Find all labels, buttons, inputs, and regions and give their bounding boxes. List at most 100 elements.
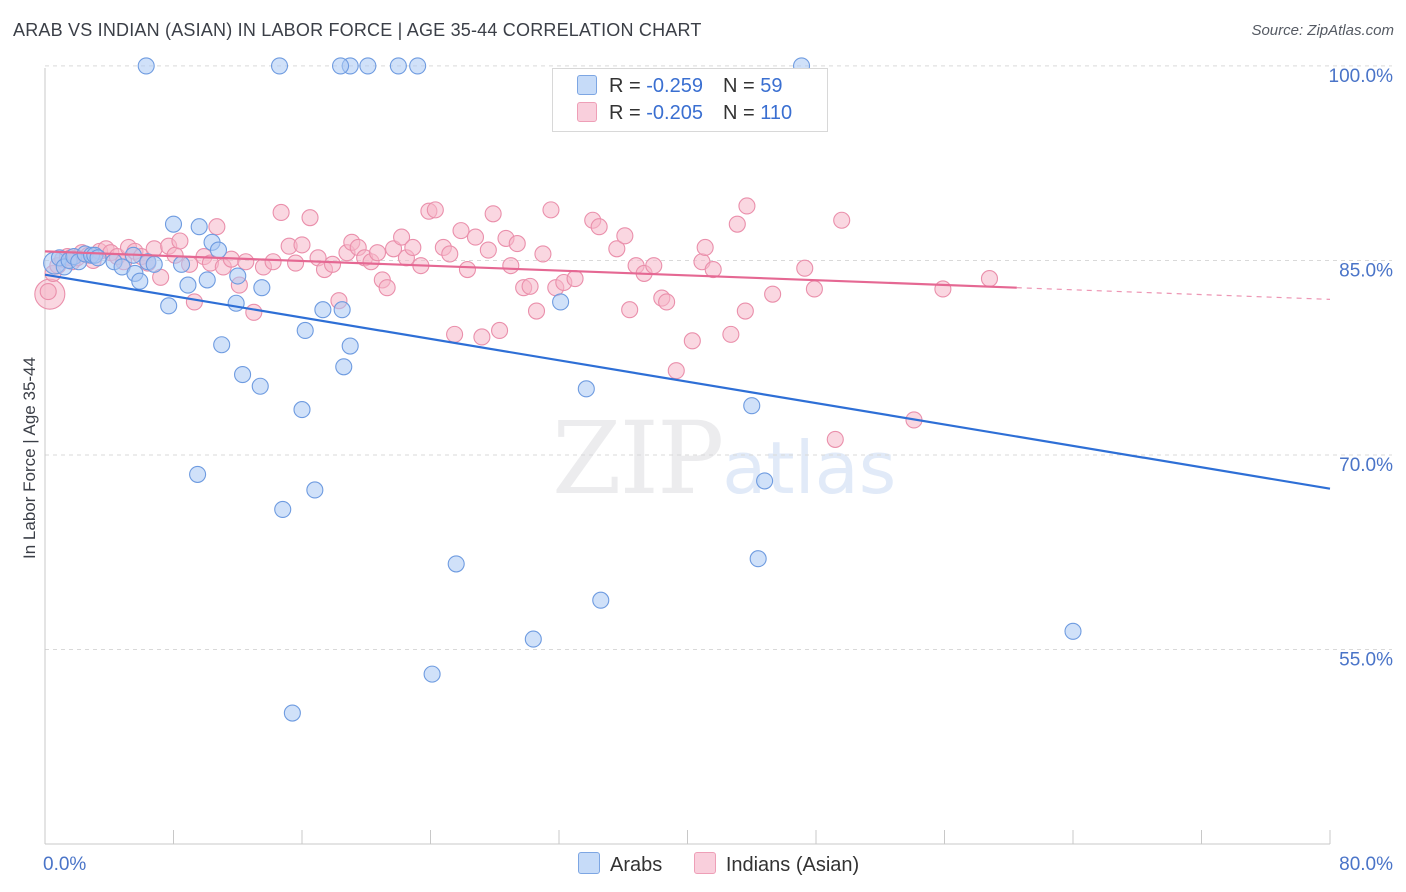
indians-point [826,430,844,448]
indians-point [491,321,509,340]
indians-trend-extension [1016,287,1331,300]
indians-point [426,201,444,219]
indians-point [683,332,701,350]
legend-item-indians[interactable]: Indians (Asian) [693,852,860,877]
arabs-point [409,57,427,75]
indians-point [458,260,476,279]
axes [44,68,1331,845]
arabs-point [190,218,208,236]
arabs-points [43,57,1082,722]
indians-point [479,241,497,259]
indians-point [590,218,608,236]
arabs-point [314,301,332,319]
arabs-point [189,465,207,483]
indians-point [502,257,520,275]
arabs-point [331,57,350,75]
indians-point [722,325,740,343]
arabs-swatch [577,75,597,95]
indians-point [704,260,722,279]
x-tick-label: 80.0% [1339,854,1393,875]
arabs-point [293,401,311,419]
arabs-point [552,293,570,311]
indians-point [385,240,403,258]
indians-point [534,245,552,263]
arabs-point [743,397,761,415]
indians-point [473,328,491,346]
legend-n-value: 110 [760,102,793,124]
y-tick-label: 55.0% [1339,649,1393,670]
arabs-point [229,267,247,285]
indians-point [728,215,746,233]
y-tick-label: 85.0% [1339,260,1393,281]
indians-point [301,209,319,227]
indians-point [696,238,714,257]
legend-n-value: 59 [760,75,783,97]
indians-point [934,280,952,298]
arabs-point [389,57,407,75]
arabs-point [234,366,252,384]
indians-point [323,255,342,273]
watermark-zip: ZIP [552,400,724,517]
indians-trend-line [44,250,1017,289]
arabs-point [577,380,595,398]
arabs-point [296,321,314,340]
indians-point [441,245,459,263]
y-axis-label: In Labor Force | Age 35-44 [20,357,39,559]
indians-point [566,270,584,288]
y-tick-label: 70.0% [1339,455,1393,476]
indians-point [621,301,639,319]
indians-point [368,244,387,262]
legend-arabs-label: Arabs [610,854,663,876]
legend-row-indians: R = -0.205 N = 110 [577,102,792,125]
x-tick-label: 0.0% [43,854,86,875]
arabs-point [306,481,324,499]
indians-point [171,232,189,250]
arabs-point [227,294,245,312]
arabs-point [447,555,465,573]
series-legend: Arabs Indians (Asian) [578,852,885,877]
arabs-point [270,57,289,75]
gridlines [45,65,1392,650]
indians-point [658,293,676,311]
indians-point [527,302,546,320]
arabs-point [160,297,178,315]
arabs-point [172,255,191,273]
legend-r-value: -0.205 [646,102,703,124]
arabs-point [524,630,542,648]
arabs-point [333,301,351,319]
arabs-point [253,279,271,297]
indians-point [645,257,663,275]
indians-point [393,228,411,246]
arabs-point [335,358,353,376]
indians-point [287,254,305,272]
indians-point [736,302,754,320]
indians-point [185,293,203,311]
indians-point [264,253,282,271]
indians-point [542,201,560,219]
arabs-point [198,271,216,289]
arabs-point [592,591,610,609]
indians-point [272,203,290,222]
indians-point [764,285,782,303]
indians-point [404,238,422,257]
legend-indians-label: Indians (Asian) [725,854,860,876]
arabs-point [145,255,163,273]
chart-title: ARAB VS INDIAN (ASIAN) IN LABOR FORCE | … [13,20,702,40]
arabs-point [283,704,301,722]
legend-item-arabs[interactable]: Arabs [578,852,662,877]
arabs-point [749,550,767,568]
legend-r-label: R = [609,102,647,124]
arabs-point [423,665,441,683]
indians-point [452,222,470,240]
indians-point [208,218,226,236]
indians-point [446,325,464,343]
legend-n-label: N = [722,75,761,97]
trend-lines [44,250,1331,490]
y-tick-labels: 55.0% 70.0% 85.0% 100.0% [1329,66,1394,671]
indians-point [237,253,255,271]
indians-point [608,240,626,258]
indians-point [378,279,396,297]
indians-point [293,236,311,254]
arabs-point [274,500,292,518]
indians-point [39,283,57,301]
